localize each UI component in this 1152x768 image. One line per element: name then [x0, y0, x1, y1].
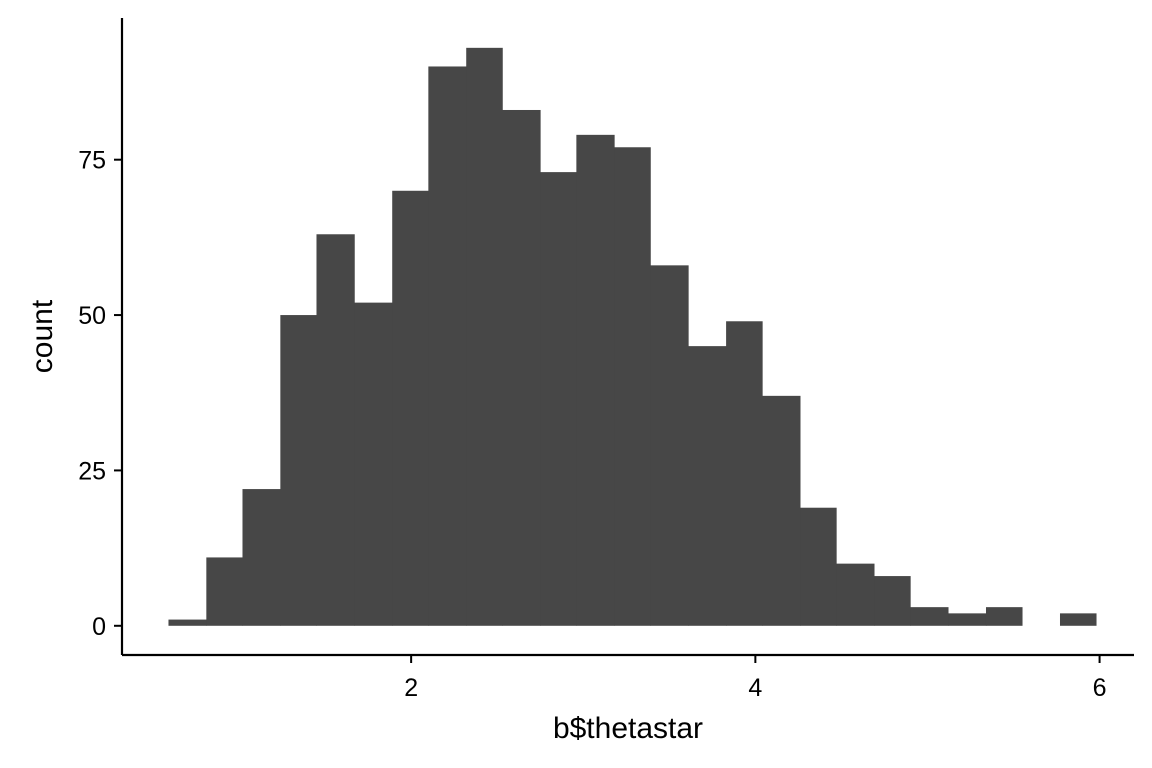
histogram-bar: [762, 395, 801, 626]
histogram-bar: [985, 607, 1023, 626]
histogram-bar: [428, 66, 467, 626]
histogram-bar: [948, 613, 987, 626]
histogram-bar: [874, 576, 911, 626]
histogram-bar: [242, 489, 281, 626]
histogram-bar: [392, 190, 429, 626]
histogram-bar: [354, 302, 393, 626]
histogram-bar: [836, 563, 875, 626]
histogram-bar: [502, 109, 541, 626]
y-axis-title: count: [26, 299, 59, 373]
y-tick-label: 0: [92, 613, 106, 641]
x-tick-label: 2: [404, 674, 418, 702]
axes-layer: [120, 18, 1134, 657]
histogram-bar: [168, 619, 207, 626]
histogram-bar: [206, 557, 243, 626]
histogram-bar: [726, 321, 763, 626]
y-tick-label: 25: [78, 457, 106, 485]
histogram-bar: [540, 172, 577, 626]
histogram-bar: [614, 147, 651, 626]
histogram-bar: [688, 346, 727, 626]
histogram-bar: [280, 315, 317, 626]
histogram-bar: [1059, 613, 1097, 626]
x-axis-title: b$thetastar: [553, 712, 703, 745]
y-tick-label: 75: [78, 147, 106, 175]
bars-layer: [168, 47, 1097, 626]
x-tick-label: 4: [748, 674, 762, 702]
x-tick-label: 6: [1093, 674, 1107, 702]
histogram-bar: [650, 265, 689, 626]
histogram-bar: [910, 607, 949, 626]
y-tick-label: 50: [78, 302, 106, 330]
histogram-bar: [800, 507, 837, 626]
histogram-bar: [466, 47, 503, 626]
histogram-bar: [576, 134, 615, 626]
histogram-bar: [316, 234, 355, 626]
ticks-layer: 2 4 6 0 25 50 75: [78, 147, 1106, 702]
